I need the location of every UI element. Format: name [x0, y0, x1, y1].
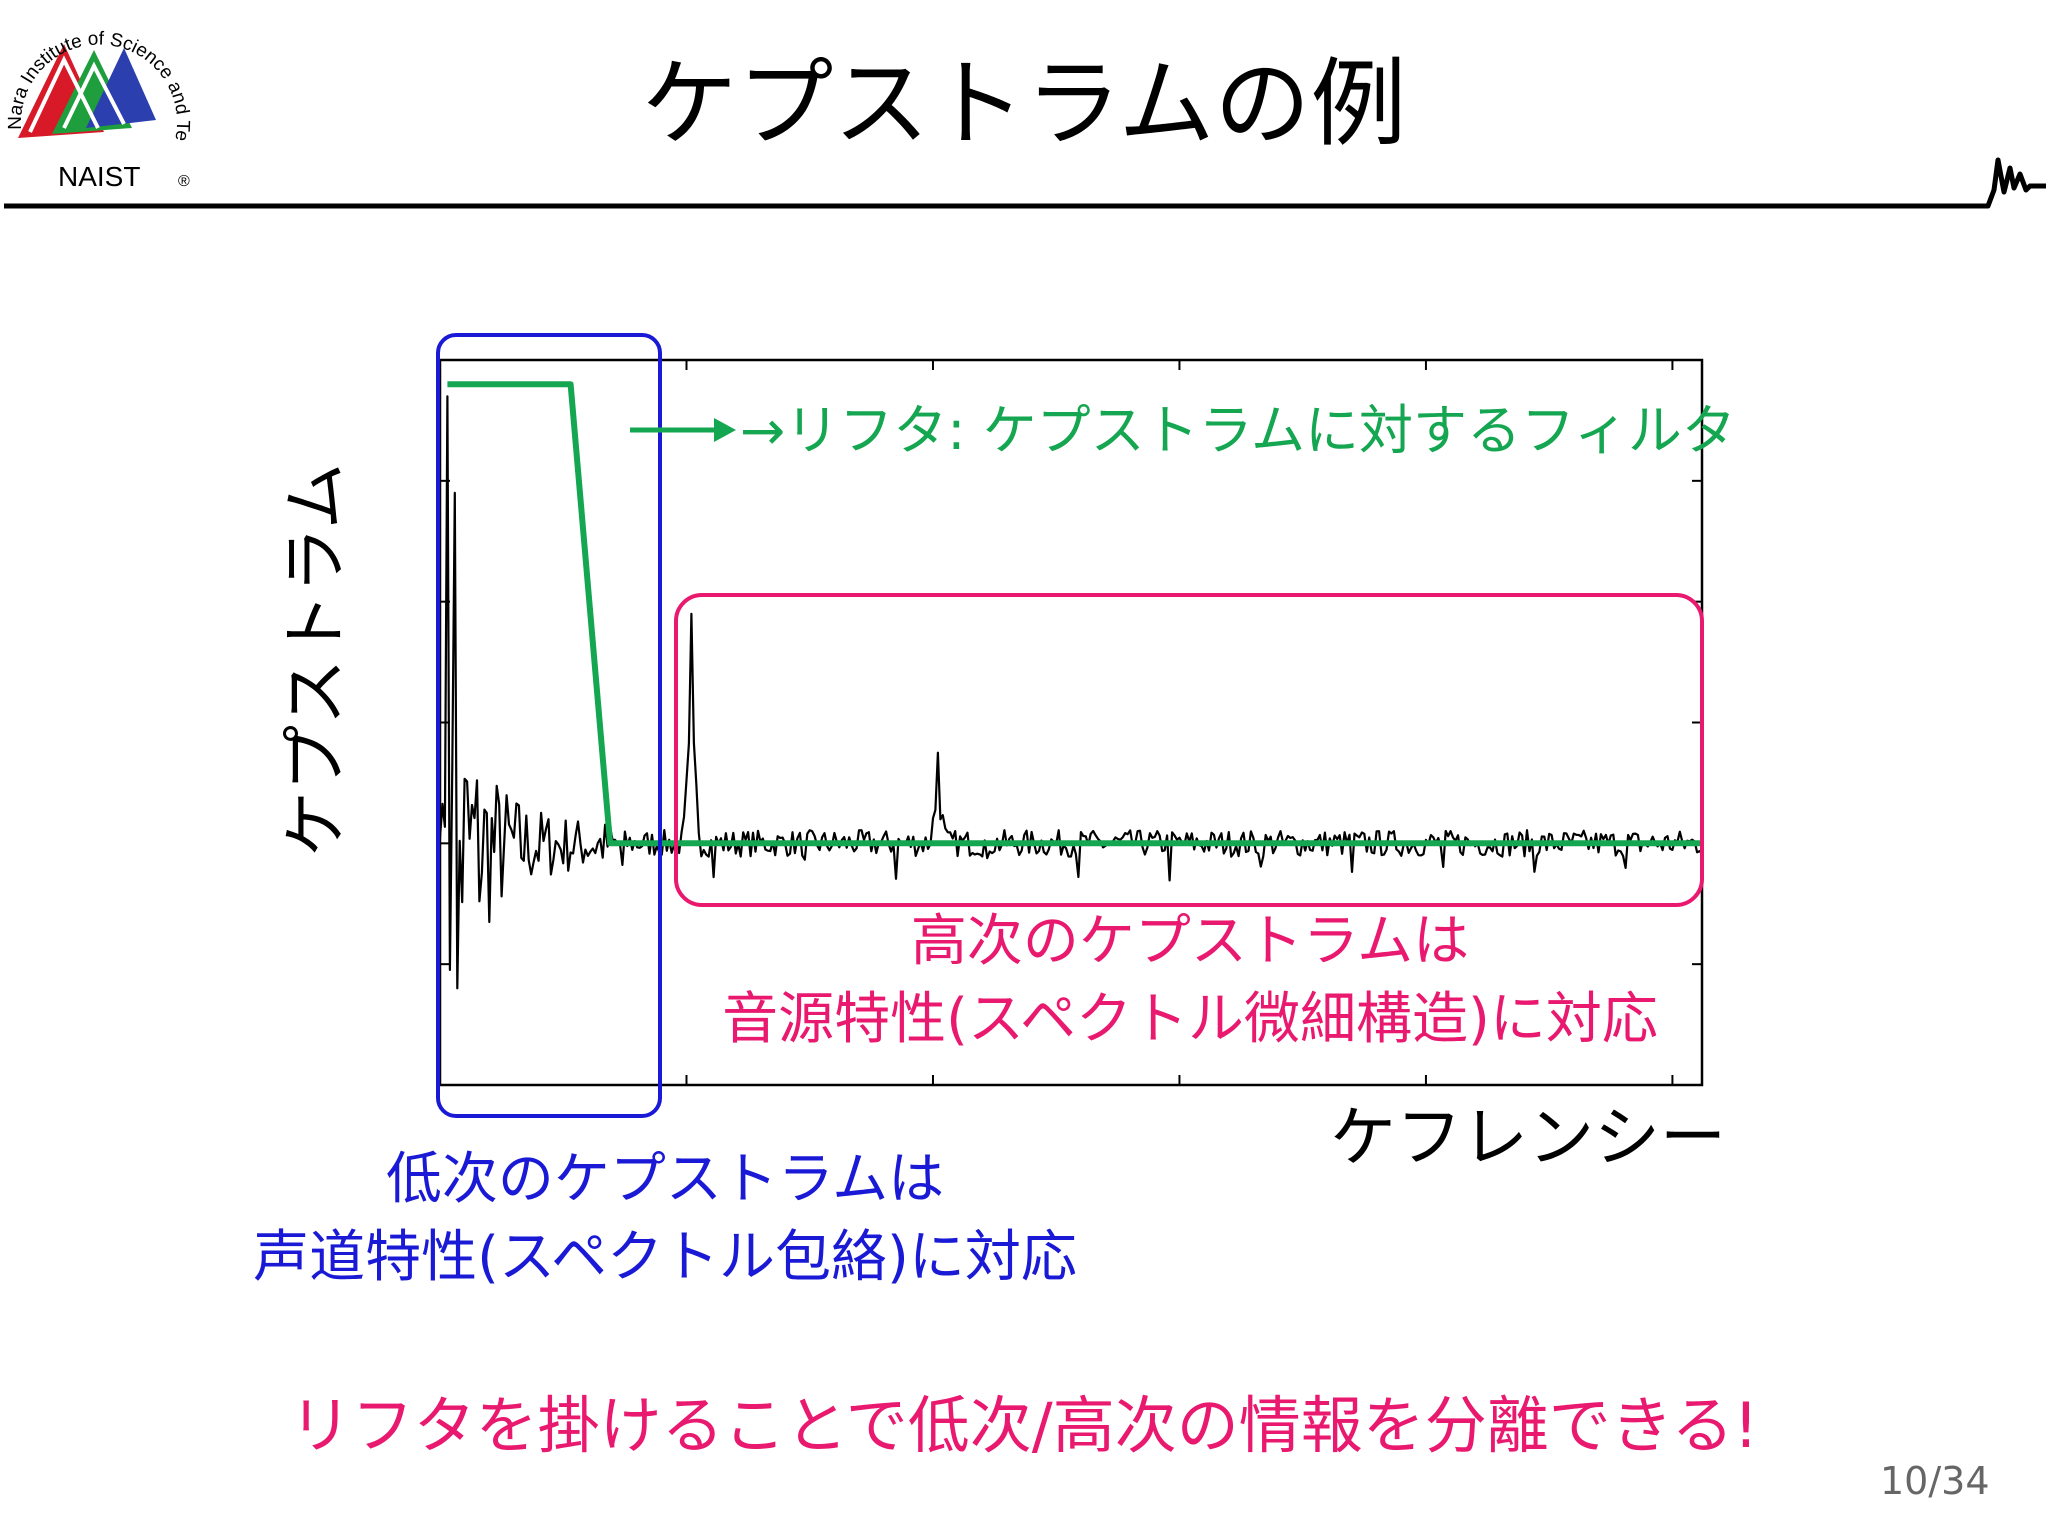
- logo-mountains-icon: [18, 44, 156, 138]
- low-order-annotation-line2: 声道特性(スペクトル包絡)に対応: [253, 1225, 1077, 1290]
- axis-ticks: [440, 359, 1702, 1086]
- y-axis-label-container: ケプストラム: [250, 390, 370, 930]
- lifter-arrow: [630, 418, 736, 442]
- page-title: ケプストラムの例: [641, 48, 1407, 160]
- high-order-annotation-line2: 音源特性(スペクトル微細構造)に対応: [722, 987, 1658, 1052]
- cepstrum-series: [438, 395, 1703, 990]
- low-order-region-box: [436, 333, 662, 1118]
- logo-wordmark: NAIST: [58, 161, 140, 192]
- plot-frame: [438, 358, 1704, 1087]
- logo-registered-mark: ®: [178, 173, 190, 190]
- page-number: 10/34: [1880, 1459, 1990, 1503]
- lifter-annotation: →リフタ: ケプストラムに対するフィルタ: [740, 399, 1736, 462]
- logo-blue-mountain: [86, 48, 156, 128]
- y-axis-label: ケプストラム: [277, 462, 354, 858]
- naist-logo: Nara Institute of Science and Technology…: [0, 0, 193, 192]
- conclusion-text: リフタを掛けることで低次/高次の情報を分離できる!: [289, 1389, 1759, 1462]
- x-axis-label: ケフレンシー: [1330, 1099, 1726, 1176]
- header-waveform-icon: [4, 157, 2046, 209]
- high-order-annotation-line1: 高次のケプストラムは: [910, 909, 1470, 974]
- lifter-series: [447, 381, 1702, 847]
- low-order-annotation-line1: 低次のケプストラムは: [385, 1147, 945, 1212]
- header-rule: [4, 157, 2046, 209]
- high-order-region-box: [674, 593, 1704, 907]
